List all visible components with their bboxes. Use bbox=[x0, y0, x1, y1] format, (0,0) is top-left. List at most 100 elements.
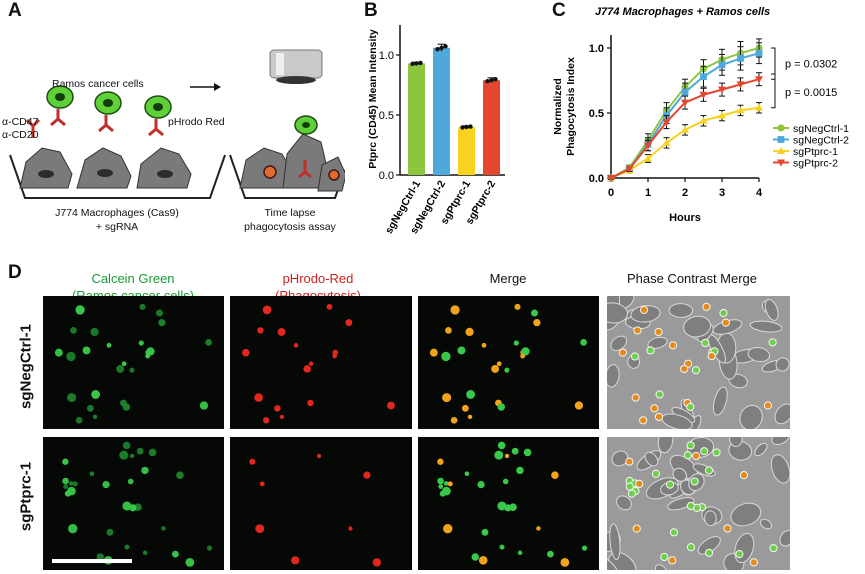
cell-spot bbox=[481, 528, 489, 536]
cell-body bbox=[754, 442, 768, 457]
cell-body bbox=[697, 536, 721, 555]
antibody-label-1: α-CD47 bbox=[2, 116, 39, 128]
cell-spot bbox=[712, 448, 721, 457]
cell-spot bbox=[145, 353, 151, 359]
cell-spot bbox=[62, 458, 69, 465]
cell-spot bbox=[686, 441, 695, 450]
significance-bracket bbox=[771, 73, 776, 109]
significance-bracket bbox=[771, 47, 776, 80]
dye-label: pHrodo Red bbox=[168, 116, 225, 128]
cell-spot bbox=[139, 303, 146, 310]
data-point bbox=[737, 55, 744, 62]
data-point bbox=[736, 106, 745, 114]
cell-spot bbox=[547, 550, 554, 558]
cell-body bbox=[775, 357, 790, 372]
data-point bbox=[700, 73, 707, 80]
cell-body bbox=[749, 320, 783, 333]
data-point bbox=[755, 49, 763, 57]
p-value-label: p = 0.0015 bbox=[785, 87, 837, 99]
cell-body bbox=[739, 404, 763, 429]
cell-spot bbox=[646, 346, 655, 355]
cell-spot bbox=[62, 477, 69, 485]
cell-spot bbox=[686, 501, 696, 511]
cell-spot bbox=[308, 361, 314, 367]
cell-spot bbox=[441, 351, 451, 362]
cell-spot bbox=[291, 556, 300, 565]
data-point bbox=[777, 124, 785, 132]
bar bbox=[483, 80, 500, 175]
cell-spot bbox=[511, 447, 519, 455]
series-line bbox=[610, 52, 760, 179]
microscopy-image-calcein-row2 bbox=[43, 437, 224, 570]
cell-spot bbox=[471, 553, 480, 561]
series-line bbox=[610, 106, 760, 179]
cell-spot bbox=[332, 349, 339, 356]
cell-spot bbox=[72, 481, 78, 487]
cell-spot bbox=[625, 482, 634, 491]
data-point bbox=[777, 136, 785, 143]
cell-body bbox=[654, 564, 667, 570]
cell-body bbox=[747, 347, 771, 363]
cell-spot bbox=[116, 364, 125, 373]
cell-spot bbox=[530, 309, 538, 317]
cell-spot bbox=[481, 342, 487, 348]
data-point bbox=[777, 147, 785, 154]
cell-spot bbox=[769, 544, 778, 553]
cell-body bbox=[647, 336, 668, 349]
cell-spot bbox=[625, 457, 634, 466]
data-point bbox=[460, 125, 465, 130]
data-point bbox=[464, 124, 469, 130]
cell-spot bbox=[67, 393, 77, 403]
macrophage-cell bbox=[76, 147, 132, 189]
cell-spot bbox=[631, 393, 640, 402]
cell-spot bbox=[447, 481, 453, 487]
cell-spot bbox=[348, 526, 353, 531]
x-tick-label: 3 bbox=[719, 187, 725, 199]
cell-spot bbox=[119, 450, 129, 460]
left-dish bbox=[9, 154, 226, 199]
cell-spot bbox=[442, 393, 452, 403]
cell-spot bbox=[536, 526, 541, 531]
cell-spot bbox=[466, 390, 476, 399]
cell-spot bbox=[668, 556, 677, 565]
cell-spot bbox=[633, 326, 642, 335]
cell-spot bbox=[514, 303, 521, 310]
cell-spot bbox=[66, 351, 76, 362]
data-point bbox=[418, 60, 423, 66]
series-sgPtprc-2 bbox=[607, 72, 763, 182]
cell-body bbox=[759, 518, 773, 530]
cell-spot bbox=[450, 305, 460, 315]
column-header-line1: pHrodo-Red bbox=[282, 271, 354, 286]
column-header-merge: Merge bbox=[418, 270, 598, 287]
cell-spot bbox=[721, 318, 730, 327]
x-tick-label: 4 bbox=[756, 187, 763, 199]
cell-body bbox=[657, 437, 674, 454]
data-point bbox=[489, 78, 494, 83]
cell-spot bbox=[523, 448, 532, 457]
cell-spot bbox=[478, 556, 488, 565]
cell-spot bbox=[499, 544, 505, 550]
cell-spot bbox=[176, 471, 184, 479]
cell-spot bbox=[704, 548, 714, 557]
data-point bbox=[718, 61, 726, 69]
bar bbox=[458, 127, 475, 175]
bar bbox=[408, 63, 425, 175]
cell-spot bbox=[639, 416, 648, 425]
bar bbox=[433, 47, 450, 175]
cell-spot bbox=[86, 404, 94, 412]
data-point bbox=[777, 159, 785, 167]
cell-spot bbox=[259, 481, 265, 487]
data-point bbox=[625, 165, 634, 173]
cell-spot bbox=[205, 339, 212, 346]
cell-body bbox=[644, 451, 659, 467]
cell-spot bbox=[254, 393, 263, 402]
data-point bbox=[485, 78, 490, 84]
cell-spot bbox=[504, 453, 510, 459]
cell-spot bbox=[618, 348, 627, 357]
cell-spot bbox=[122, 441, 131, 450]
cell-body bbox=[712, 386, 728, 416]
cell-spot bbox=[316, 453, 322, 459]
cell-body bbox=[729, 437, 743, 448]
cell-spot bbox=[68, 481, 74, 486]
cell-spot bbox=[635, 479, 644, 488]
